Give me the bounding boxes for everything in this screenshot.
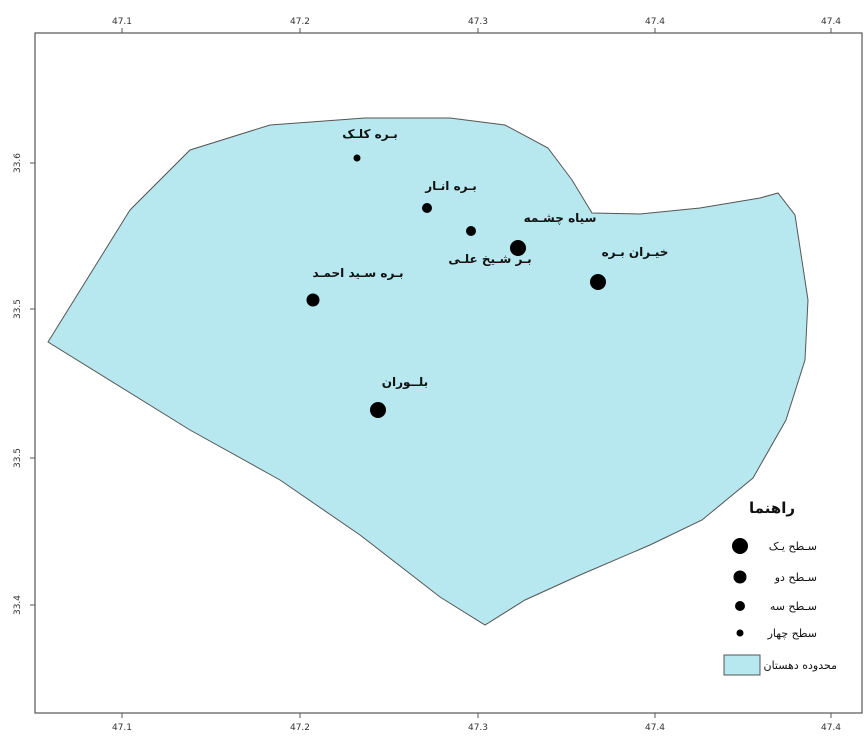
top-tick-label: 47.4 [645, 17, 665, 27]
area-swatch-icon [723, 654, 761, 676]
settlement-dot-bareh-seyed-ahmad [306, 293, 320, 307]
left-tick-label: 33.5 [13, 448, 23, 468]
bottom-tick-label: 47.2 [290, 723, 310, 733]
left-tick-label: 33.6 [13, 153, 23, 173]
bottom-tick-label: 47.3 [468, 723, 488, 733]
bottom-tick-label: 47.4 [645, 723, 665, 733]
settlement-dot-bareh-anar [422, 203, 432, 213]
bottom-tick-label: 47.1 [112, 723, 132, 733]
district-boundary [47, 117, 809, 626]
dot-medium-icon [733, 570, 747, 584]
dot-tiny-icon [736, 629, 744, 637]
legend-label: سـطح يـک [769, 540, 817, 553]
legend-label: سطح چهار [767, 627, 817, 640]
legend: راهنما سـطح يـک سـطح دو سـطح سه سطح چهار… [723, 499, 838, 676]
place-label: بـر شـيخ علـی [448, 252, 531, 266]
dot-large-icon [732, 538, 748, 554]
place-label: خيـران بـره [602, 245, 669, 259]
left-tick-label: 33.4 [13, 595, 23, 615]
legend-label: سـطح دو [774, 571, 817, 584]
settlement-dot-boluran [370, 402, 386, 418]
place-label: بـره سـيد احمـد [312, 266, 403, 280]
place-label: بـره كلـک [342, 127, 398, 141]
dot-small-icon [735, 601, 745, 611]
top-tick-label: 47.3 [468, 17, 488, 27]
legend-label: محدوده دهستان [764, 659, 838, 672]
top-tick-label: 47.4 [821, 17, 841, 27]
top-tick-label: 47.2 [290, 17, 310, 27]
top-tick-label: 47.1 [112, 17, 132, 27]
settlement-dot-khiran-bareh [590, 274, 606, 290]
place-label: سياه چشـمه [524, 211, 597, 225]
left-tick-label: 33.5 [13, 299, 23, 319]
legend-label: سـطح سه [770, 600, 817, 613]
bottom-tick-label: 47.4 [821, 723, 841, 733]
settlement-dot-bareh-kalak [353, 154, 361, 162]
settlement-dot-siah-cheshmeh [466, 226, 476, 236]
place-label: بلــوران [382, 375, 428, 390]
tick-marks [30, 28, 832, 718]
settlement-dot-bar-sheikh-ali [510, 240, 526, 256]
place-label: بـره انـار [424, 179, 476, 193]
legend-title: راهنما [749, 499, 795, 517]
